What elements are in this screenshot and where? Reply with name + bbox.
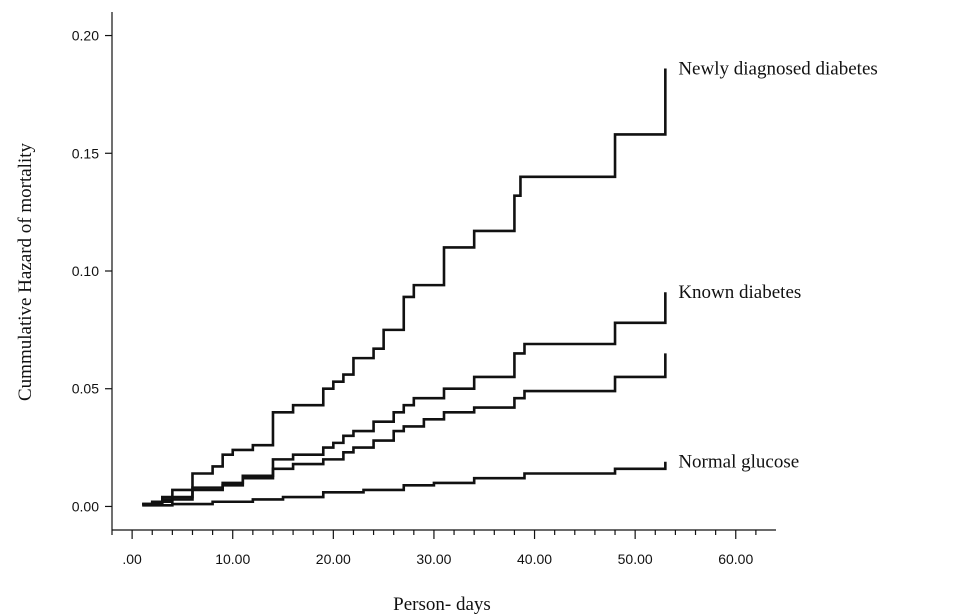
axes: 0.00 0.05 0.10 0.15 0.20 .00 10.00 20.00 30.00 40… bbox=[72, 12, 776, 567]
y-tick-label: 0.05 bbox=[72, 381, 99, 397]
series-line-3 bbox=[142, 461, 667, 507]
y-axis-title: Cummulative Hazard of mortality bbox=[15, 142, 36, 401]
series-line-0 bbox=[142, 68, 667, 506]
series-label-3: Normal glucose bbox=[678, 452, 799, 473]
series-label-1: Known diabetes bbox=[678, 282, 801, 303]
y-tick-label: 0.15 bbox=[72, 145, 99, 161]
series-group bbox=[142, 68, 667, 507]
x-tick-label: 40.00 bbox=[517, 551, 552, 567]
y-tick-label: 0.00 bbox=[72, 498, 99, 514]
series-label-0: Newly diagnosed diabetes bbox=[678, 59, 877, 80]
y-tick-label: 0.20 bbox=[72, 28, 99, 44]
series-line-2 bbox=[142, 353, 667, 506]
x-tick-label: 30.00 bbox=[416, 551, 451, 567]
x-tick-label: 10.00 bbox=[215, 551, 250, 567]
x-axis-title: Person- days bbox=[393, 594, 491, 614]
labels-group: Newly diagnosed diabetes Known diabetes No… bbox=[678, 59, 877, 473]
x-tick-label: 50.00 bbox=[618, 551, 653, 567]
x-tick-label: .00 bbox=[122, 551, 142, 567]
x-tick-label: 20.00 bbox=[316, 551, 351, 567]
x-tick-label: 60.00 bbox=[718, 551, 753, 567]
y-tick-label: 0.10 bbox=[72, 263, 99, 279]
